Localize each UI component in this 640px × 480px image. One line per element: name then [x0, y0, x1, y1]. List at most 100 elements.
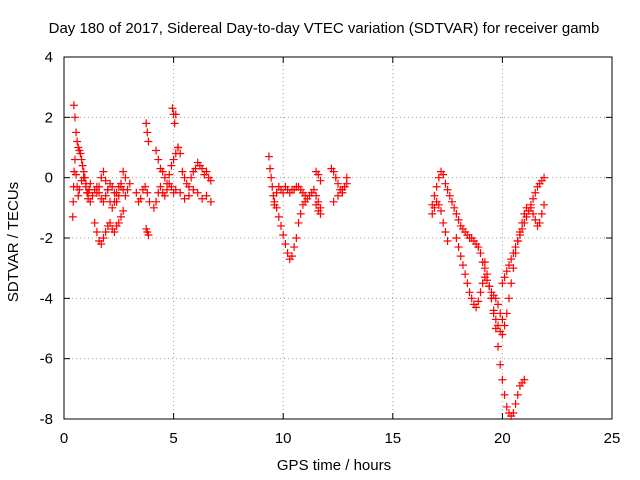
data-point [92, 227, 101, 236]
data-point [110, 197, 119, 206]
data-point [483, 270, 492, 279]
data-point [121, 191, 130, 200]
x-tick-label: 25 [604, 430, 621, 447]
data-point [450, 203, 459, 212]
data-point [529, 209, 538, 218]
data-point [518, 224, 527, 233]
data-point [198, 164, 207, 173]
data-point [84, 188, 93, 197]
data-point [487, 294, 496, 303]
data-point [540, 173, 549, 182]
data-point [72, 170, 81, 179]
data-point [540, 200, 549, 209]
data-point [312, 191, 321, 200]
data-point [290, 243, 299, 252]
data-point [70, 113, 79, 122]
data-point [171, 110, 180, 119]
data-point [511, 243, 520, 252]
x-tick-label: 5 [169, 430, 177, 447]
data-point [312, 200, 321, 209]
data-point [112, 188, 121, 197]
data-point [119, 167, 128, 176]
x-tick-label: 0 [60, 430, 68, 447]
data-point [160, 191, 169, 200]
data-point [476, 288, 485, 297]
data-point [123, 185, 132, 194]
data-point [504, 261, 513, 270]
data-point [125, 179, 134, 188]
data-point [314, 170, 323, 179]
data-point [520, 375, 529, 384]
data-point [99, 234, 108, 242]
data-point [526, 203, 535, 212]
data-point [283, 249, 292, 258]
data-point [463, 279, 472, 288]
data-point [101, 176, 110, 185]
data-point [142, 119, 151, 128]
y-tick-label: -4 [40, 290, 53, 307]
data-point [500, 390, 509, 399]
data-point [316, 176, 325, 185]
data-point [441, 179, 450, 188]
data-point [434, 173, 443, 182]
x-tick-label: 10 [275, 430, 292, 447]
data-point [110, 227, 119, 236]
data-point [176, 188, 185, 197]
data-point [445, 191, 454, 200]
grid-lines [64, 57, 612, 419]
data-point [158, 167, 167, 176]
data-point [430, 191, 439, 200]
data-point [73, 137, 82, 146]
x-axis-label: GPS time / hours [277, 457, 391, 474]
data-point [169, 155, 178, 164]
data-point [494, 342, 503, 351]
data-point [106, 218, 115, 227]
data-point [79, 173, 88, 182]
data-point [156, 182, 165, 191]
data-point [494, 300, 503, 309]
data-point [149, 203, 158, 212]
data-point [152, 146, 161, 155]
data-point [86, 197, 95, 206]
data-point [504, 294, 513, 303]
data-point [97, 240, 106, 249]
data-point [193, 188, 202, 197]
data-point [168, 104, 177, 113]
y-tick-label: -6 [40, 351, 53, 368]
data-point [167, 182, 176, 191]
data-point [92, 188, 101, 197]
data-point [342, 179, 351, 188]
data-point [441, 227, 450, 236]
data-point [443, 185, 452, 194]
data-point [114, 218, 123, 227]
data-point [121, 173, 130, 182]
data-point [101, 191, 110, 200]
data-point [467, 294, 476, 303]
data-point [187, 173, 196, 182]
data-series [68, 101, 549, 420]
data-point [461, 270, 470, 279]
data-point [515, 230, 524, 239]
data-point [173, 143, 182, 152]
data-point [478, 279, 487, 288]
data-point [108, 203, 117, 212]
y-tick-label: -2 [40, 230, 53, 247]
data-point [72, 128, 81, 137]
data-point [472, 303, 481, 312]
data-point [68, 212, 77, 221]
data-point [491, 324, 500, 333]
data-point [443, 237, 452, 246]
data-point [537, 209, 546, 218]
data-point [428, 209, 437, 218]
data-point [502, 267, 511, 276]
data-point [489, 309, 498, 318]
data-point [165, 170, 174, 179]
data-point [70, 155, 79, 164]
data-point [144, 137, 153, 146]
data-point [95, 182, 104, 191]
data-point [331, 173, 340, 182]
data-point [103, 185, 112, 194]
data-point [264, 152, 273, 161]
data-point [274, 212, 283, 221]
data-point [531, 215, 540, 224]
